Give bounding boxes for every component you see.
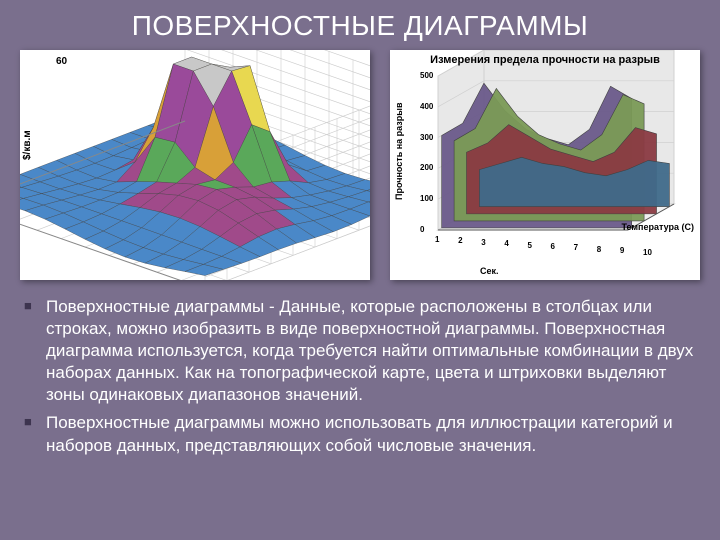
chart2-xtick: 8: [597, 245, 601, 254]
bullet-item: Поверхностные диаграммы - Данные, которы…: [46, 296, 694, 406]
chart2-ylabel: Прочность на разрыв: [394, 103, 404, 200]
chart2-xtick: 4: [504, 239, 508, 248]
surface-chart-1: 60 $/кв.м: [20, 50, 370, 280]
chart2-ytick: 400: [420, 102, 433, 111]
chart2-ytick: 100: [420, 194, 433, 203]
chart2-svg: [390, 50, 700, 280]
slide-title: ПОВЕРХНОСТНЫЕ ДИАГРАММЫ: [0, 0, 720, 50]
chart2-xtick: 1: [435, 235, 439, 244]
charts-row: 60 $/кв.м Измерения предела прочности на…: [0, 50, 720, 280]
bullet-item: Поверхностные диаграммы можно использова…: [46, 412, 694, 456]
chart2-xlabel-front: Сек.: [480, 266, 499, 276]
chart2-xtick: 5: [527, 241, 531, 250]
chart2-title: Измерения предела прочности на разрыв: [390, 54, 700, 66]
chart2-xtick: 7: [574, 243, 578, 252]
chart2-xlabel-depth: Температура (С): [621, 222, 694, 232]
chart2-ytick: 500: [420, 71, 433, 80]
chart1-ylabel: $/кв.м: [22, 130, 33, 160]
surface-chart-2: Измерения предела прочности на разрыв Пр…: [390, 50, 700, 280]
chart2-xtick: 10: [643, 248, 652, 257]
chart2-ytick: 200: [420, 163, 433, 172]
chart1-ytick-max: 60: [56, 56, 67, 67]
chart2-xtick: 9: [620, 246, 624, 255]
bullet-list: Поверхностные диаграммы - Данные, которы…: [0, 280, 720, 457]
chart2-xtick: 3: [481, 238, 485, 247]
chart1-svg: [20, 50, 370, 280]
chart2-xtick: 6: [551, 242, 555, 251]
chart2-xtick: 2: [458, 236, 462, 245]
chart2-ytick: 0: [420, 225, 424, 234]
chart2-ytick: 300: [420, 133, 433, 142]
